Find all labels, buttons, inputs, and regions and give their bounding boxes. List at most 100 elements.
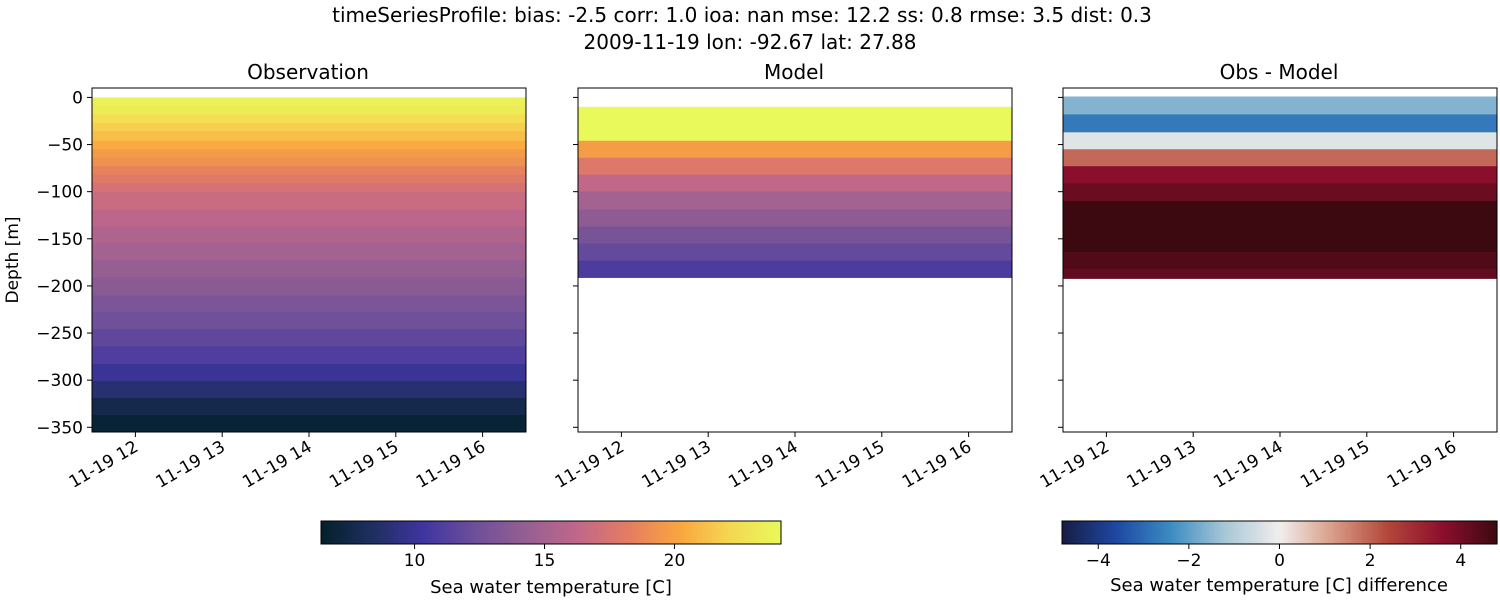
colorbar-swatch — [1325, 521, 1330, 544]
colorbar-swatch — [516, 521, 520, 544]
colorbar-swatch — [628, 521, 633, 544]
colorbar-swatch — [1477, 521, 1482, 544]
colorbar-swatch — [1374, 521, 1378, 544]
colorbar-swatch — [536, 521, 541, 544]
colorbar-swatch — [637, 521, 641, 544]
colorbar-swatch — [643, 521, 647, 544]
heatmap-cell — [1063, 268, 1497, 279]
colorbar-swatch — [737, 521, 742, 544]
colorbar-swatch — [1260, 521, 1264, 544]
colorbar-swatch — [1358, 521, 1362, 544]
colorbar-swatch — [1157, 521, 1161, 544]
colorbar-swatch — [502, 521, 506, 544]
colorbar-swatch — [694, 521, 699, 544]
colorbar-swatch — [467, 521, 472, 544]
colorbar-swatch — [367, 521, 371, 544]
colorbar-swatch — [1314, 521, 1319, 544]
colorbar-swatch — [749, 521, 753, 544]
heatmap-cell — [1063, 132, 1497, 150]
colorbar-swatch — [1257, 521, 1262, 544]
colorbar-temperature: Sea water temperature [C] 10 15 20 — [320, 520, 782, 598]
colorbar-swatch — [769, 521, 773, 544]
colorbar-swatch — [686, 521, 690, 544]
colorbar-swatch — [473, 521, 477, 544]
heatmap-cell — [92, 295, 526, 313]
colorbar-swatch — [1219, 521, 1224, 544]
colorbar-swatch — [671, 521, 676, 544]
colorbar-swatch — [732, 521, 736, 544]
x-tick-label: 11-19 15 — [1297, 437, 1373, 493]
colorbar-swatch — [444, 521, 449, 544]
colorbar-swatch — [735, 521, 739, 544]
colorbar-swatch — [1494, 521, 1498, 544]
colorbar-swatch — [553, 521, 558, 544]
colorbar-swatch — [614, 521, 618, 544]
colorbar-swatch — [1385, 521, 1389, 544]
y-tick-label: −250 — [36, 324, 83, 344]
colorbar-swatch — [1371, 521, 1376, 544]
colorbar-tick-label: 4 — [1455, 551, 1466, 571]
colorbar-swatch — [571, 521, 575, 544]
colorbar-swatch — [720, 521, 725, 544]
colorbar-swatch — [1227, 521, 1232, 544]
colorbar-swatch — [579, 521, 584, 544]
colorbar-swatch — [375, 521, 380, 544]
heatmap-cell — [92, 346, 526, 365]
colorbar-swatch — [1453, 521, 1457, 544]
colorbar-swatch — [1407, 521, 1411, 544]
colorbar-swatch — [415, 521, 420, 544]
y-tick-label: −150 — [36, 230, 83, 250]
colorbar-swatch — [585, 521, 589, 544]
colorbar-swatch — [1149, 521, 1153, 544]
colorbar-swatch — [1290, 521, 1294, 544]
heatmap-cell — [92, 114, 526, 124]
colorbar-swatch — [1241, 521, 1245, 544]
colorbar-swatch — [1127, 521, 1131, 544]
colorbar-swatch — [1301, 521, 1305, 544]
colorbar-swatch — [691, 521, 696, 544]
colorbar-swatch — [1306, 521, 1311, 544]
colorbar-swatch — [433, 521, 437, 544]
heatmap-cell — [1063, 114, 1497, 133]
colorbar-swatch — [1323, 521, 1327, 544]
colorbar-swatch — [355, 521, 359, 544]
colorbar-swatch — [358, 521, 362, 544]
colorbar-swatch — [743, 521, 748, 544]
colorbar-swatch — [332, 521, 336, 544]
colorbar-swatch — [530, 521, 535, 544]
colorbar-swatch — [582, 521, 587, 544]
colorbar-swatch — [674, 521, 679, 544]
colorbar-swatch — [1105, 521, 1109, 544]
colorbar-swatch — [1399, 521, 1403, 544]
colorbar-swatch — [545, 521, 549, 544]
x-tick-label: 11-19 12 — [552, 437, 628, 493]
heatmap-cell — [578, 174, 1012, 193]
heatmap-cell — [92, 415, 526, 433]
colorbar-swatch — [1184, 521, 1188, 544]
colorbar-swatch — [1173, 521, 1177, 544]
colorbar-swatch — [1347, 521, 1351, 544]
colorbar-swatch — [620, 521, 624, 544]
colorbar-swatch — [1178, 521, 1183, 544]
colorbar-swatch — [1328, 521, 1332, 544]
colorbar-swatch — [709, 521, 713, 544]
colorbar-swatch — [401, 521, 405, 544]
colorbar-swatch — [1339, 521, 1343, 544]
colorbar-swatch — [323, 521, 328, 544]
colorbar-swatch — [1214, 521, 1218, 544]
colorbar-swatch — [1102, 521, 1107, 544]
colorbar-swatch — [1480, 521, 1485, 544]
colorbar-swatch — [326, 521, 331, 544]
colorbar-swatch — [1206, 521, 1210, 544]
colorbar-swatch — [1431, 521, 1436, 544]
colorbar-swatch — [1195, 521, 1199, 544]
colorbar-swatch — [660, 521, 664, 544]
colorbar-swatch — [1486, 521, 1490, 544]
colorbar-swatch — [1246, 521, 1251, 544]
heatmap-cell — [1063, 251, 1497, 270]
colorbar-swatch — [634, 521, 638, 544]
y-tick-label: −100 — [36, 183, 83, 203]
colorbar-swatch — [706, 521, 710, 544]
colorbar-swatch — [599, 521, 604, 544]
colorbar-swatch — [1170, 521, 1175, 544]
